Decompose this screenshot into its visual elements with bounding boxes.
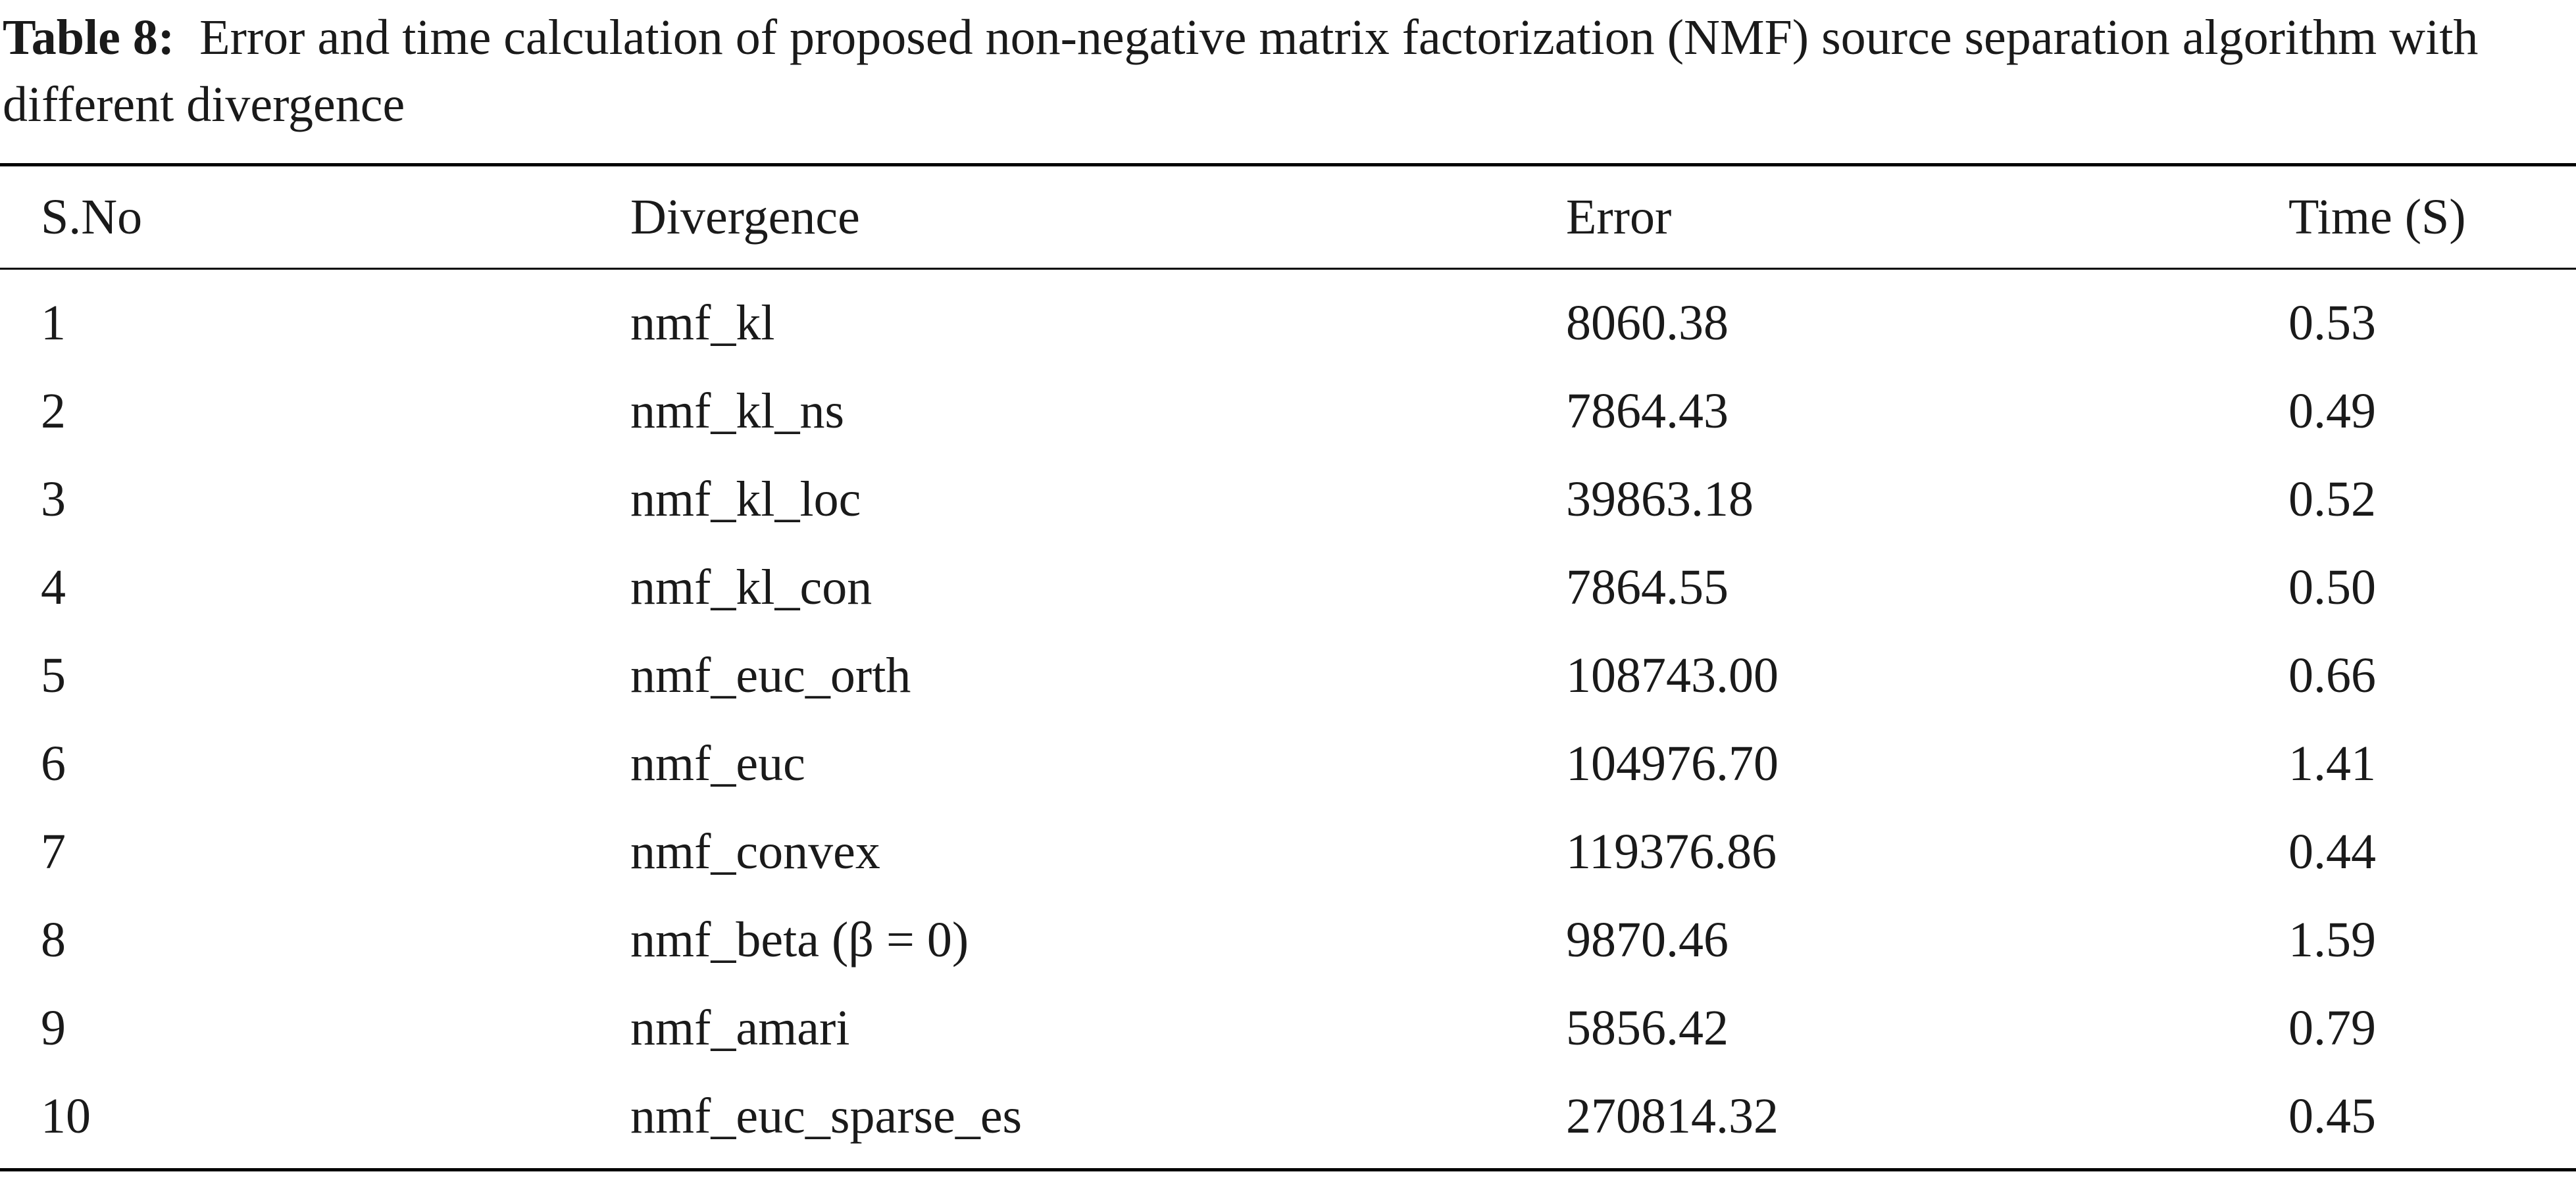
cell-divergence: nmf_convex [630,824,880,879]
cell-error: 5856.42 [1566,1000,1729,1056]
cell-time: 0.79 [2288,1000,2376,1056]
cell-sno: 8 [41,912,66,968]
cell-time: 0.52 [2288,472,2376,527]
cell-sno: 10 [41,1089,91,1144]
cell-divergence: nmf_kl_ns [630,383,845,439]
cell-sno: 7 [41,824,66,879]
cell-sno: 9 [41,1000,66,1056]
cell-error: 270814.32 [1566,1089,1779,1144]
cell-time: 1.59 [2288,912,2376,968]
cell-error: 108743.00 [1566,648,1779,703]
cell-sno: 3 [41,472,66,527]
cell-sno: 1 [41,295,66,351]
header-sno: S.No [41,189,143,245]
cell-divergence: nmf_euc [630,736,805,791]
table-label: Table 8: [3,10,175,65]
cell-error: 39863.18 [1566,472,1754,527]
cell-divergence: nmf_euc_orth [630,648,911,703]
cell-error: 7864.43 [1566,383,1729,439]
cell-time: 1.41 [2288,736,2376,791]
table-header-rule [0,268,2576,270]
cell-sno: 4 [41,560,66,615]
header-error: Error [1566,189,1672,245]
table-caption: Table 8: Error and time calculation of p… [3,4,2572,138]
cell-error: 8060.38 [1566,295,1729,351]
table-bottom-rule [0,1168,2576,1171]
cell-error: 9870.46 [1566,912,1729,968]
cell-sno: 5 [41,648,66,703]
cell-sno: 6 [41,736,66,791]
table-top-rule [0,163,2576,166]
header-divergence: Divergence [630,189,860,245]
cell-time: 0.53 [2288,295,2376,351]
cell-time: 0.49 [2288,383,2376,439]
cell-sno: 2 [41,383,66,439]
cell-divergence: nmf_beta (β = 0) [630,912,969,968]
cell-divergence: nmf_kl_con [630,560,872,615]
cell-time: 0.44 [2288,824,2376,879]
cell-divergence: nmf_kl_loc [630,472,861,527]
header-time: Time (S) [2288,189,2466,245]
cell-time: 0.50 [2288,560,2376,615]
cell-divergence: nmf_euc_sparse_es [630,1089,1023,1144]
cell-error: 104976.70 [1566,736,1779,791]
cell-divergence: nmf_kl [630,295,775,351]
table-caption-text: Error and time calculation of proposed n… [3,10,2479,132]
cell-error: 119376.86 [1566,824,1777,879]
cell-error: 7864.55 [1566,560,1729,615]
cell-time: 0.45 [2288,1089,2376,1144]
cell-divergence: nmf_amari [630,1000,850,1056]
cell-time: 0.66 [2288,648,2376,703]
